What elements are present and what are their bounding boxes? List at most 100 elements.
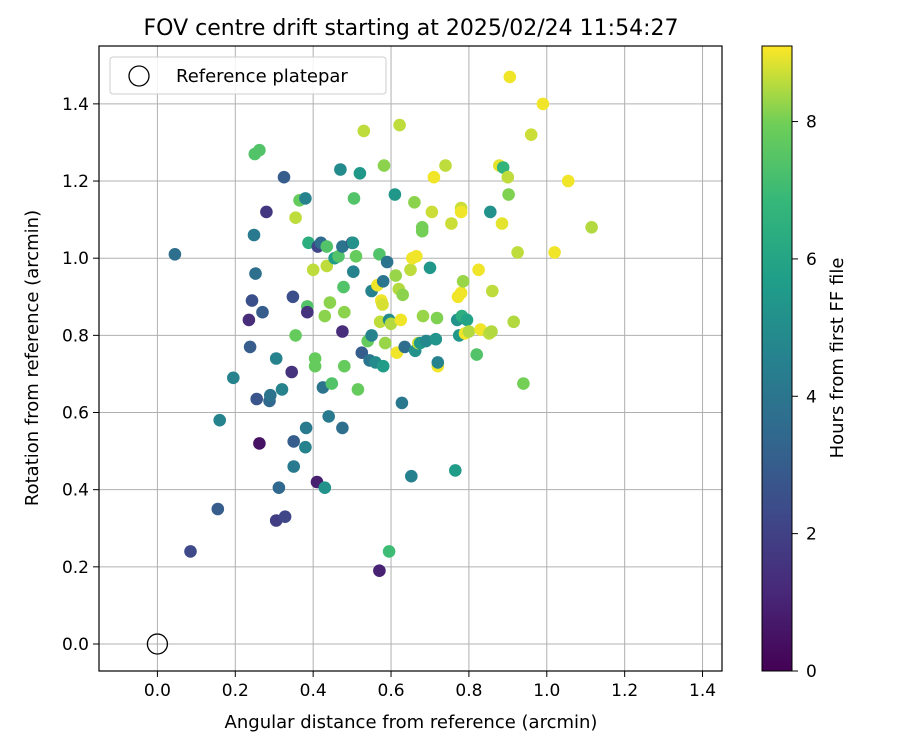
data-point [337, 280, 350, 294]
data-point [365, 329, 378, 342]
data-points [168, 70, 598, 577]
data-point [245, 294, 259, 307]
data-point [503, 70, 517, 84]
data-point [301, 305, 314, 319]
data-point [501, 170, 515, 184]
data-point [320, 259, 334, 273]
x-tick-label: 0.2 [222, 681, 249, 701]
data-point [495, 217, 509, 230]
data-point [507, 315, 520, 329]
data-point [320, 240, 334, 253]
data-point [322, 410, 336, 423]
data-point [472, 263, 485, 277]
data-point [536, 97, 550, 111]
data-point [511, 246, 524, 259]
x-tick-label: 1.2 [611, 681, 638, 701]
data-point [256, 305, 269, 319]
data-point [355, 346, 369, 360]
data-point [382, 545, 396, 558]
data-point [394, 313, 408, 327]
data-point [462, 325, 476, 338]
data-point [347, 265, 360, 279]
x-tick-label: 1.4 [689, 681, 716, 701]
data-point [211, 502, 225, 516]
colorbar-label: Hours from first FF file [827, 258, 848, 459]
data-point [264, 388, 277, 402]
data-point [486, 284, 499, 298]
data-point [213, 413, 226, 427]
data-point [308, 352, 322, 365]
colorbar-tick-label: 4 [806, 387, 817, 407]
legend-box [109, 56, 387, 95]
data-point [439, 159, 452, 172]
data-point [380, 255, 394, 269]
data-point [384, 317, 398, 331]
data-point [253, 143, 266, 157]
data-point [484, 205, 497, 219]
x-axis-label: Angular distance from reference (arcmin) [225, 712, 598, 733]
data-point [249, 267, 262, 280]
data-point [454, 205, 468, 219]
legend: Reference platepar [109, 56, 387, 95]
data-point [388, 188, 402, 201]
data-point [289, 329, 302, 342]
colorbar-ticks: 0 2 4 6 8 [792, 113, 817, 682]
data-point [470, 348, 484, 361]
data-point [334, 163, 347, 176]
y-tick-label: 0.2 [62, 558, 89, 578]
data-point [285, 365, 299, 379]
data-point [456, 275, 470, 288]
data-point [393, 118, 406, 132]
data-point [299, 440, 312, 454]
data-point [357, 124, 371, 138]
data-point [336, 421, 349, 435]
data-point [376, 275, 390, 288]
data-point [299, 421, 313, 435]
data-point [408, 196, 421, 209]
y-axis-label: Rotation from reference (arcmin) [22, 210, 43, 506]
data-point [287, 460, 301, 473]
y-tick-label: 1.4 [62, 95, 89, 115]
reference-marker-layer [146, 633, 169, 655]
data-point [502, 188, 515, 201]
x-tick-label: 0.6 [378, 681, 405, 701]
data-point [353, 167, 367, 180]
data-point [416, 309, 430, 323]
data-point [287, 435, 301, 448]
data-point [168, 248, 182, 261]
data-point [250, 392, 263, 406]
data-point [427, 170, 441, 184]
data-point [377, 159, 391, 172]
x-tick-label: 1.0 [533, 681, 560, 701]
data-point [325, 377, 339, 390]
data-point [373, 564, 386, 577]
x-tick-label: 0.8 [455, 681, 482, 701]
data-point [445, 217, 458, 230]
colorbar: 0 2 4 6 8 Hours from first FF file [761, 45, 848, 682]
data-point [278, 510, 292, 523]
data-point [269, 352, 283, 365]
data-point [431, 356, 445, 369]
data-point [376, 298, 389, 311]
data-point [548, 246, 561, 259]
x-tick-label: 0.0 [144, 681, 171, 701]
data-point [389, 269, 403, 282]
legend-open-circle-icon [128, 65, 150, 87]
data-point [396, 288, 410, 302]
data-point [347, 192, 361, 205]
data-point [419, 334, 433, 348]
data-point [376, 359, 390, 373]
data-point [561, 174, 575, 188]
data-point [306, 263, 320, 277]
data-point [585, 221, 598, 234]
data-point [410, 249, 423, 263]
data-point [227, 371, 240, 385]
data-point [404, 263, 417, 277]
data-point [318, 481, 332, 495]
data-point [346, 236, 360, 250]
data-point [430, 311, 444, 325]
data-point [517, 377, 530, 390]
x-axis-ticks: 0.0 0.2 0.4 0.6 0.8 1.0 1.2 1.4 [144, 671, 716, 701]
data-point [286, 290, 300, 304]
colorbar-tick-label: 0 [806, 662, 817, 682]
